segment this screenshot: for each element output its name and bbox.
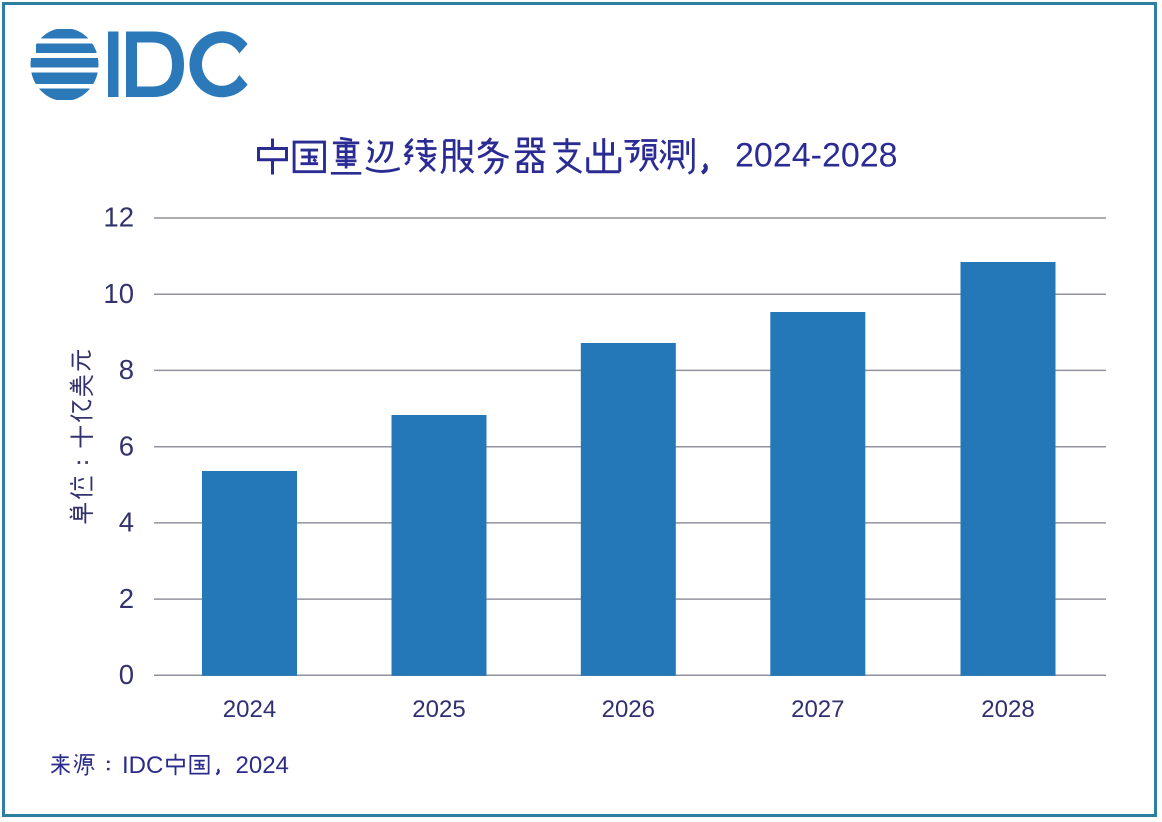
svg-text:10: 10 (103, 278, 134, 309)
svg-text:2024: 2024 (223, 696, 276, 723)
svg-text:2026: 2026 (602, 696, 655, 723)
svg-text:2025: 2025 (412, 696, 465, 723)
svg-text:2024-2028: 2024-2028 (735, 137, 898, 175)
svg-text:2: 2 (119, 583, 134, 614)
svg-text:2028: 2028 (981, 696, 1034, 723)
svg-text:2024: 2024 (236, 752, 289, 779)
svg-text:2027: 2027 (791, 696, 844, 723)
svg-text:6: 6 (119, 430, 134, 461)
svg-text:8: 8 (119, 354, 134, 385)
svg-text:IDC: IDC (122, 752, 163, 779)
svg-text:12: 12 (103, 202, 134, 233)
svg-text:0: 0 (119, 659, 134, 690)
svg-text:4: 4 (119, 507, 134, 538)
